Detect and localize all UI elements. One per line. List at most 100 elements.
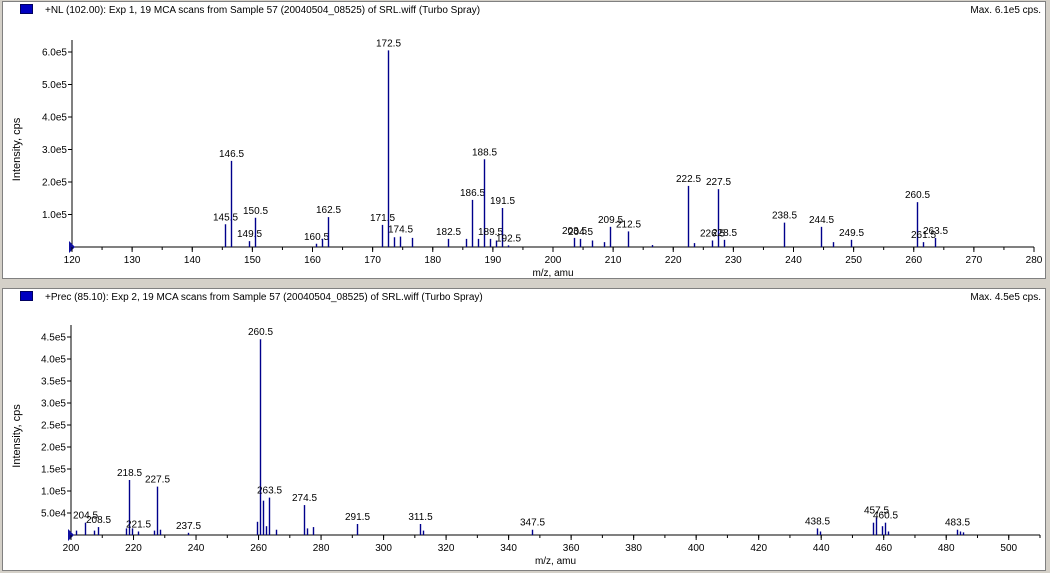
- y-tick-label: 4.0e5: [42, 113, 67, 124]
- peak-label: 171.5: [370, 213, 395, 224]
- peak-label: 438.5: [805, 516, 830, 527]
- panel-header: +Prec (85.10): Exp 2, 19 MCA scans from …: [3, 289, 1045, 307]
- y-tick-label: 1.5e5: [41, 465, 66, 476]
- x-tick-label: 220: [125, 543, 142, 554]
- x-axis-title: m/z, amu: [532, 268, 573, 278]
- y-axis-title: Intensity, cps: [11, 404, 23, 468]
- peak-label: 249.5: [839, 228, 864, 239]
- x-tick-label: 340: [500, 543, 517, 554]
- peak-label: 227.5: [145, 475, 170, 486]
- peak-label: 311.5: [408, 512, 433, 523]
- y-tick-label: 3.0e5: [41, 399, 66, 410]
- peak-label: 291.5: [345, 512, 370, 523]
- x-tick-label: 190: [485, 255, 502, 266]
- x-tick-label: 130: [124, 255, 141, 266]
- y-tick-label: 2.5e5: [41, 421, 66, 432]
- panel-title: +Prec (85.10): Exp 2, 19 MCA scans from …: [45, 292, 483, 303]
- y-axis-title: Intensity, cps: [11, 117, 23, 181]
- peak-label: 227.5: [706, 177, 731, 188]
- x-tick-label: 280: [313, 543, 330, 554]
- peak-label: 203.5: [562, 226, 587, 237]
- peak-label: 150.5: [243, 206, 268, 217]
- peak-label: 208.5: [86, 515, 111, 526]
- x-tick-label: 200: [545, 255, 562, 266]
- spectrum-plot[interactable]: 120 130 140 150 160 170 180 190 200 210 220 230 240 2…: [3, 2, 1045, 278]
- spectrum-plot[interactable]: 200 220 240 260 280 300 320 340 360 380 400 420 440 4…: [3, 289, 1045, 570]
- x-tick-label: 280: [1026, 255, 1043, 266]
- experiment-color-icon[interactable]: [20, 4, 33, 14]
- peak-label: 149.5: [237, 229, 262, 240]
- x-tick-label: 210: [605, 255, 622, 266]
- peak-label: 192.5: [496, 233, 521, 244]
- x-tick-label: 260: [250, 543, 267, 554]
- peak-label: 188.5: [472, 147, 497, 158]
- x-tick-label: 270: [966, 255, 983, 266]
- peak-label: 483.5: [945, 518, 970, 529]
- peak-label: 222.5: [676, 174, 701, 185]
- peak-label: 347.5: [520, 518, 545, 529]
- peak-label: 263.5: [257, 486, 282, 497]
- x-tick-label: 480: [938, 543, 955, 554]
- x-tick-label: 360: [563, 543, 580, 554]
- max-intensity-label: Max. 4.5e5 cps.: [970, 292, 1041, 303]
- spectrum-panel-2: +Prec (85.10): Exp 2, 19 MCA scans from …: [2, 288, 1046, 571]
- peak-label: 191.5: [490, 196, 515, 207]
- peak-label: 145.5: [213, 212, 238, 223]
- x-tick-label: 240: [188, 543, 205, 554]
- y-tick-label: 2.0e5: [41, 443, 66, 454]
- y-tick-label: 1.0e5: [41, 487, 66, 498]
- x-tick-label: 250: [845, 255, 862, 266]
- x-tick-label: 200: [63, 543, 80, 554]
- peak-label: 263.5: [923, 226, 948, 237]
- y-tick-label: 4.5e5: [41, 333, 66, 344]
- max-intensity-label: Max. 6.1e5 cps.: [970, 5, 1041, 16]
- peak-label: 237.5: [176, 521, 201, 532]
- spectrum-panel-1: +NL (102.00): Exp 1, 19 MCA scans from S…: [2, 1, 1046, 279]
- experiment-color-icon[interactable]: [20, 291, 33, 301]
- peak-label: 162.5: [316, 205, 341, 216]
- x-tick-label: 240: [785, 255, 802, 266]
- x-tick-label: 150: [244, 255, 261, 266]
- y-tick-label: 1.0e5: [42, 210, 67, 221]
- x-tick-label: 500: [1000, 543, 1017, 554]
- x-tick-label: 220: [665, 255, 682, 266]
- x-tick-label: 380: [625, 543, 642, 554]
- peak-label: 209.5: [598, 215, 623, 226]
- peak-label: 189.5: [478, 227, 503, 238]
- peak-label: 218.5: [117, 468, 142, 479]
- panel-header: +NL (102.00): Exp 1, 19 MCA scans from S…: [3, 2, 1045, 20]
- peak-label: 182.5: [436, 227, 461, 238]
- x-tick-label: 400: [688, 543, 705, 554]
- peak-label: 204.5: [568, 227, 593, 238]
- x-tick-label: 230: [725, 255, 742, 266]
- peak-label: 221.5: [126, 519, 151, 530]
- peak-label: 212.5: [616, 219, 641, 230]
- y-tick-label: 5.0e4: [41, 509, 66, 520]
- peak-label: 172.5: [376, 38, 401, 49]
- x-tick-label: 140: [184, 255, 201, 266]
- y-tick-label: 3.0e5: [42, 145, 67, 156]
- y-tick-label: 2.0e5: [42, 178, 67, 189]
- x-tick-label: 320: [438, 543, 455, 554]
- peak-label: 244.5: [809, 215, 834, 226]
- x-tick-label: 460: [875, 543, 892, 554]
- peak-label: 186.5: [460, 188, 485, 199]
- peak-label: 174.5: [388, 225, 413, 236]
- peak-label: 260.5: [905, 190, 930, 201]
- y-tick-label: 5.0e5: [42, 80, 67, 91]
- peak-label: 238.5: [772, 211, 797, 222]
- x-tick-label: 260: [905, 255, 922, 266]
- peak-label: 274.5: [292, 493, 317, 504]
- peak-label: 226.5: [700, 229, 725, 240]
- x-tick-label: 440: [813, 543, 830, 554]
- peak-label: 261.5: [911, 230, 936, 241]
- x-tick-label: 120: [64, 255, 81, 266]
- peak-label: 228.5: [712, 228, 737, 239]
- peak-label: 457.5: [864, 505, 889, 516]
- x-tick-label: 160: [304, 255, 321, 266]
- peak-label: 260.5: [248, 327, 273, 338]
- peak-label: 204.5: [73, 511, 98, 522]
- x-tick-label: 180: [424, 255, 441, 266]
- y-tick-label: 4.0e5: [41, 355, 66, 366]
- y-tick-label: 3.5e5: [41, 377, 66, 388]
